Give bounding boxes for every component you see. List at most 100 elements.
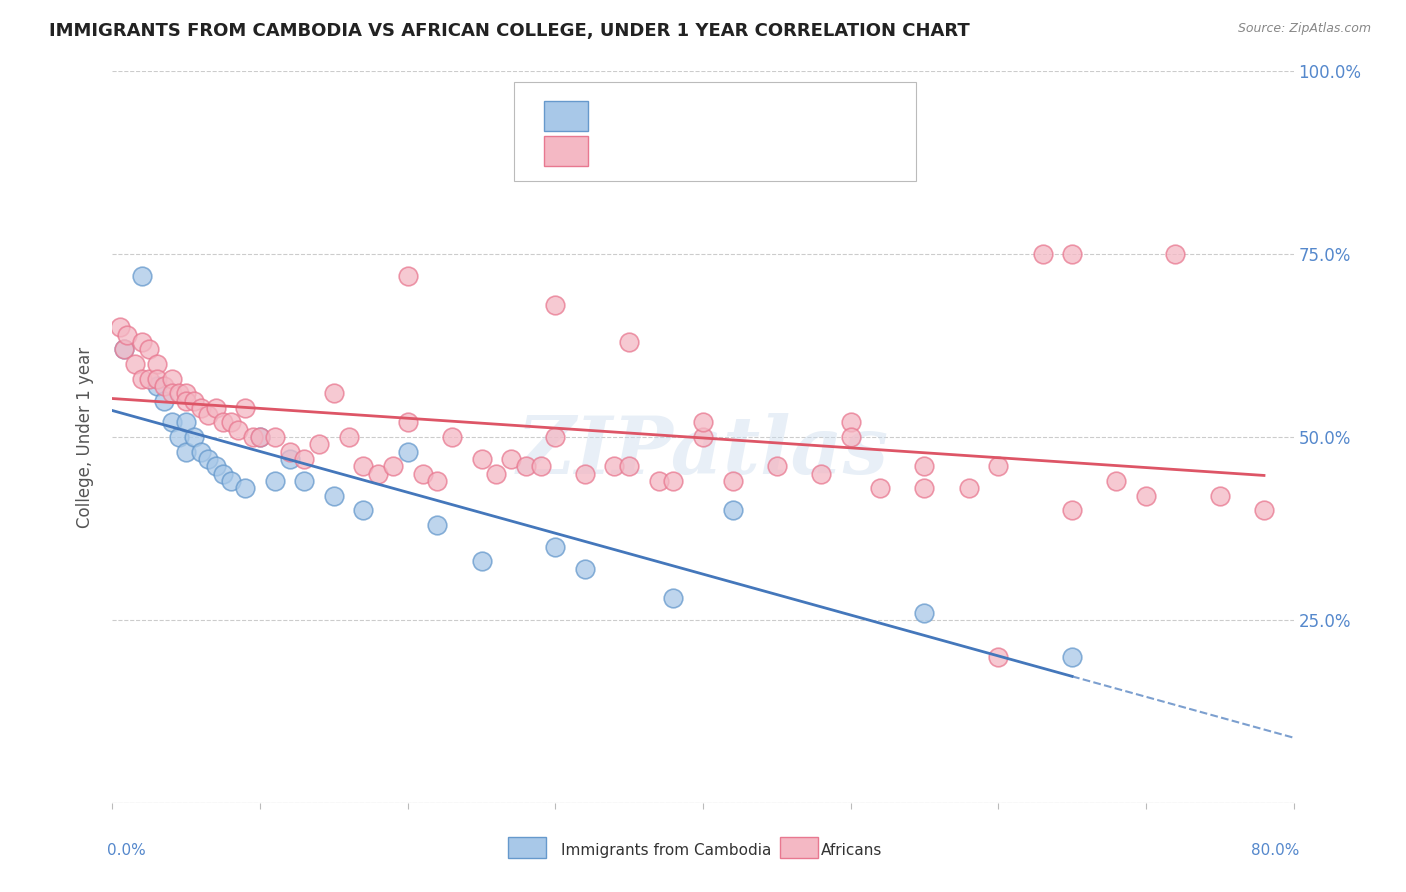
Point — [212, 467, 235, 481]
Point — [914, 606, 936, 620]
Point — [146, 371, 169, 385]
Point — [470, 554, 494, 568]
FancyBboxPatch shape — [508, 838, 546, 858]
Point — [264, 430, 287, 444]
Point — [544, 540, 567, 554]
Point — [869, 481, 891, 495]
Point — [485, 467, 508, 481]
FancyBboxPatch shape — [544, 101, 589, 131]
Text: ZIPatlas: ZIPatlas — [517, 413, 889, 491]
Point — [278, 452, 301, 467]
Point — [1164, 247, 1187, 261]
Point — [205, 459, 228, 474]
Point — [839, 416, 862, 430]
Point — [766, 459, 789, 474]
Point — [124, 357, 146, 371]
Point — [131, 334, 153, 349]
Point — [219, 474, 242, 488]
Point — [501, 452, 523, 467]
Point — [574, 467, 596, 481]
Point — [153, 393, 176, 408]
Point — [619, 459, 641, 474]
Point — [396, 444, 419, 458]
Point — [352, 459, 374, 474]
Point — [721, 474, 744, 488]
FancyBboxPatch shape — [780, 838, 817, 858]
Point — [112, 343, 135, 357]
Point — [308, 437, 330, 451]
Point — [174, 416, 197, 430]
Point — [249, 430, 271, 444]
Text: Source: ZipAtlas.com: Source: ZipAtlas.com — [1237, 22, 1371, 36]
Text: Africans: Africans — [821, 843, 883, 858]
Point — [544, 298, 567, 312]
Point — [987, 459, 1010, 474]
FancyBboxPatch shape — [515, 82, 915, 181]
Point — [1208, 489, 1232, 503]
Point — [1032, 247, 1054, 261]
Point — [160, 416, 183, 430]
Point — [662, 474, 685, 488]
Point — [153, 379, 176, 393]
Point — [233, 401, 256, 415]
Point — [574, 562, 596, 576]
Y-axis label: College, Under 1 year: College, Under 1 year — [76, 346, 94, 528]
Text: Immigrants from Cambodia: Immigrants from Cambodia — [561, 843, 772, 858]
Point — [441, 430, 464, 444]
Point — [1105, 474, 1128, 488]
Point — [323, 386, 346, 401]
Text: R = -0.330   N = 30: R = -0.330 N = 30 — [603, 110, 780, 128]
Point — [197, 408, 219, 422]
Point — [226, 423, 249, 437]
Point — [352, 503, 374, 517]
Text: 80.0%: 80.0% — [1251, 843, 1299, 858]
Point — [242, 430, 264, 444]
Point — [1253, 503, 1275, 517]
Point — [167, 430, 190, 444]
Point — [396, 416, 419, 430]
Point — [382, 459, 405, 474]
Text: IMMIGRANTS FROM CAMBODIA VS AFRICAN COLLEGE, UNDER 1 YEAR CORRELATION CHART: IMMIGRANTS FROM CAMBODIA VS AFRICAN COLL… — [49, 22, 970, 40]
Point — [174, 444, 197, 458]
Point — [183, 430, 205, 444]
Point — [112, 343, 135, 357]
Point — [146, 379, 169, 393]
Point — [117, 327, 138, 342]
Point — [367, 467, 389, 481]
Point — [138, 343, 160, 357]
Point — [1062, 503, 1084, 517]
Point — [264, 474, 287, 488]
Point — [233, 481, 256, 495]
Point — [292, 474, 315, 488]
Point — [323, 489, 346, 503]
Point — [544, 430, 567, 444]
Point — [108, 320, 131, 334]
Point — [278, 444, 301, 458]
Point — [515, 459, 537, 474]
Point — [131, 371, 153, 385]
Point — [190, 401, 212, 415]
Point — [692, 416, 714, 430]
Point — [957, 481, 980, 495]
Point — [167, 386, 190, 401]
Point — [160, 371, 183, 385]
Point — [721, 503, 744, 517]
Point — [529, 459, 551, 474]
Point — [337, 430, 360, 444]
Point — [647, 474, 671, 488]
Point — [219, 416, 242, 430]
Text: 0.0%: 0.0% — [107, 843, 145, 858]
Point — [212, 416, 235, 430]
Text: R = -0.360   N = 74: R = -0.360 N = 74 — [603, 145, 780, 163]
Point — [810, 467, 832, 481]
Point — [205, 401, 228, 415]
Point — [411, 467, 433, 481]
Point — [914, 481, 936, 495]
Point — [174, 393, 197, 408]
Point — [692, 430, 714, 444]
Point — [1135, 489, 1157, 503]
Point — [619, 334, 641, 349]
Point — [426, 474, 449, 488]
Point — [396, 269, 419, 284]
Point — [160, 386, 183, 401]
